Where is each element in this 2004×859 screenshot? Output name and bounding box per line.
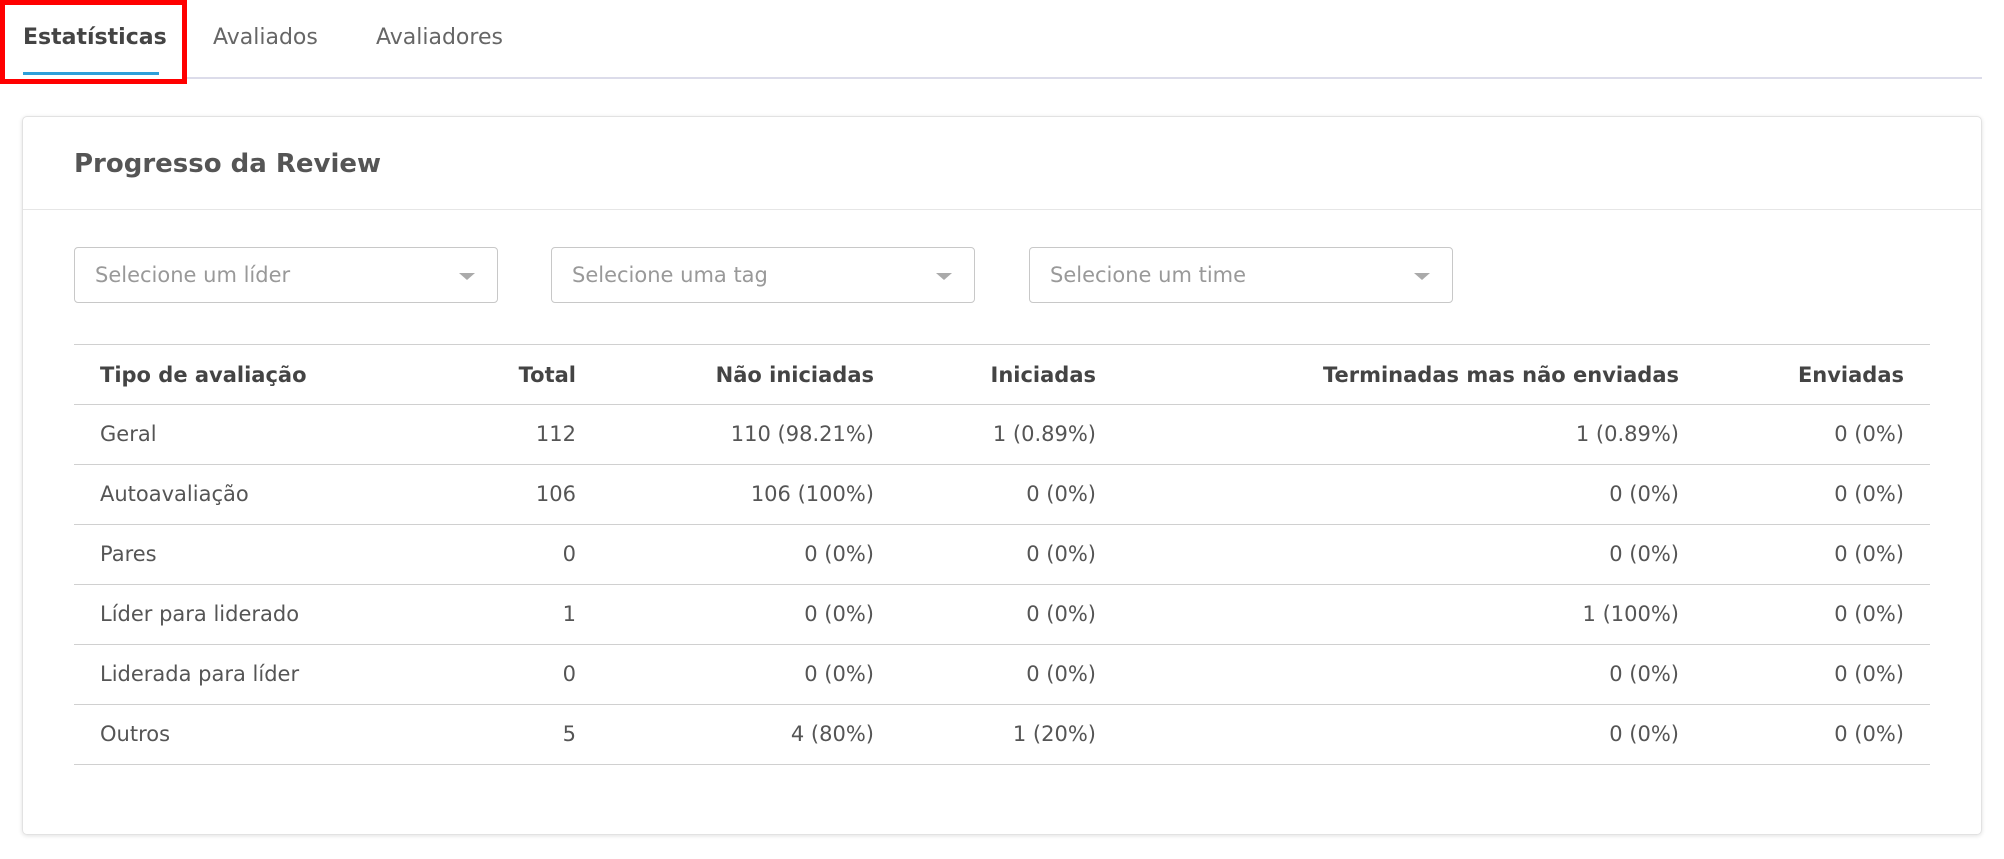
table-cell: 0 (0%) [1834, 602, 1904, 626]
column-header: Tipo de avaliação [100, 363, 307, 387]
table-cell: 0 (0%) [1834, 722, 1904, 746]
dropdown[interactable]: Selecione um líder [74, 247, 498, 303]
table-cell: 0 (0%) [1609, 542, 1679, 566]
table-cell: 112 [535, 422, 576, 446]
row-divider [74, 704, 1930, 705]
table-cell: 0 (0%) [1834, 482, 1904, 506]
card [22, 116, 1982, 835]
table-cell: 4 (80%) [790, 722, 874, 746]
row-label: Pares [100, 542, 157, 566]
row-label: Autoavaliação [100, 482, 249, 506]
highlight-box [0, 0, 187, 84]
table-cell: 1 (0.89%) [1575, 422, 1679, 446]
dropdown[interactable]: Selecione uma tag [551, 247, 975, 303]
dropdown-caret [1414, 273, 1430, 280]
column-header: Total [518, 363, 576, 387]
table-cell: 5 [562, 722, 576, 746]
row-label: Outros [100, 722, 171, 746]
table-border [74, 344, 1930, 345]
card-title: Progresso da Review [74, 149, 382, 179]
dropdown-caret [936, 273, 952, 280]
dropdown-placeholder: Selecione uma tag [572, 263, 768, 287]
row-divider [74, 584, 1930, 585]
table-cell: 0 (0%) [1834, 422, 1904, 446]
row-label: Líder para liderado [100, 602, 300, 626]
table-cell: 106 [535, 482, 576, 506]
row-divider [74, 464, 1930, 465]
dropdown-caret [459, 273, 475, 280]
tab[interactable]: Avaliadores [376, 25, 503, 50]
table-cell: 0 (0%) [1026, 662, 1096, 686]
table-cell: 0 [562, 542, 576, 566]
table-cell: 0 (0%) [1609, 662, 1679, 686]
table-cell: 0 (0%) [804, 662, 874, 686]
column-header: Iniciadas [990, 363, 1096, 387]
column-header: Enviadas [1797, 363, 1904, 387]
dropdown-placeholder: Selecione um time [1050, 263, 1247, 287]
table-cell: 0 (0%) [1026, 482, 1096, 506]
table-cell: 0 (0%) [1026, 542, 1096, 566]
table-cell: 106 (100%) [750, 482, 874, 506]
table-cell: 1 (20%) [1012, 722, 1096, 746]
row-divider [74, 644, 1930, 645]
tab-underline [23, 72, 159, 75]
tab[interactable]: Estatísticas [23, 25, 167, 50]
table-cell: 0 (0%) [804, 602, 874, 626]
table-cell: 0 (0%) [1609, 482, 1679, 506]
column-header: Terminadas mas não enviadas [1322, 363, 1679, 387]
table-cell: 0 (0%) [1834, 542, 1904, 566]
row-divider [74, 404, 1930, 405]
table-cell: 0 (0%) [804, 542, 874, 566]
table-cell: 1 (0.89%) [992, 422, 1096, 446]
tab[interactable]: Avaliados [213, 25, 318, 50]
row-label: Geral [100, 422, 157, 446]
table-cell: 0 (0%) [1834, 662, 1904, 686]
dropdown[interactable]: Selecione um time [1029, 247, 1453, 303]
table-cell: 0 (0%) [1026, 602, 1096, 626]
table-cell: 110 (98.21%) [730, 422, 874, 446]
table-cell: 1 (100%) [1582, 602, 1679, 626]
dropdown-placeholder: Selecione um líder [95, 263, 291, 287]
card-header-divider [23, 209, 1981, 210]
tab-divider [187, 77, 1982, 79]
table-cell: 0 (0%) [1609, 722, 1679, 746]
column-header: Não iniciadas [715, 363, 874, 387]
table-cell: 0 [562, 662, 576, 686]
row-label: Liderada para líder [100, 662, 300, 686]
row-divider [74, 764, 1930, 765]
table-cell: 1 [562, 602, 576, 626]
row-divider [74, 524, 1930, 525]
